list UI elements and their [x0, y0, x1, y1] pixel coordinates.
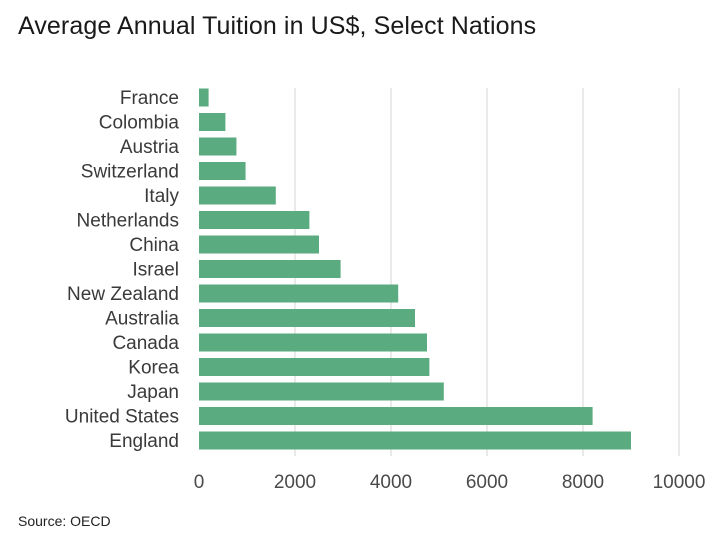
x-tick-label-0: 0	[194, 472, 205, 493]
bar-italy	[199, 186, 276, 205]
category-label-new-zealand: New Zealand	[67, 284, 179, 305]
bar-netherlands	[199, 211, 310, 229]
category-label-israel: Israel	[133, 260, 179, 281]
category-label-australia: Australia	[105, 309, 179, 330]
bar-united-states	[199, 407, 593, 425]
x-tick-label-6000: 6000	[466, 472, 508, 493]
category-label-korea: Korea	[128, 358, 179, 379]
x-axis-tick-labels: 0 2000 4000 6000 8000 10000	[194, 472, 706, 493]
x-tick-label-2000: 2000	[274, 472, 316, 493]
x-tick-label-10000: 10000	[653, 472, 706, 493]
x-tick-label-4000: 4000	[370, 472, 412, 493]
bar-france	[199, 88, 209, 107]
category-label-colombia: Colombia	[99, 113, 180, 134]
bars	[199, 88, 631, 450]
category-label-france: France	[120, 88, 179, 109]
category-label-canada: Canada	[112, 333, 179, 354]
category-label-japan: Japan	[127, 382, 179, 403]
bar-england	[199, 431, 631, 450]
category-label-china: China	[129, 235, 179, 256]
category-label-austria: Austria	[120, 137, 180, 158]
bar-new-zealand	[199, 284, 399, 303]
bar-austria	[199, 137, 237, 156]
category-label-united-states: United States	[65, 407, 179, 428]
source-note: Source: OECD	[18, 513, 111, 529]
bar-switzerland	[199, 162, 246, 180]
x-tick-label-8000: 8000	[562, 472, 604, 493]
bar-australia	[199, 309, 415, 327]
bar-japan	[199, 382, 444, 401]
bar-china	[199, 235, 319, 254]
category-labels: France Colombia Austria Switzerland Italy Net…	[65, 88, 180, 452]
category-label-switzerland: Switzerland	[81, 162, 179, 183]
category-label-italy: Italy	[144, 186, 179, 207]
category-label-netherlands: Netherlands	[77, 211, 179, 232]
bar-korea	[199, 358, 430, 376]
bar-canada	[199, 333, 427, 352]
chart-title: Average Annual Tuition in US$, Select Na…	[18, 12, 537, 40]
bar-israel	[199, 260, 341, 278]
category-label-england: England	[109, 431, 179, 452]
bar-colombia	[199, 113, 226, 131]
gridlines	[294, 88, 680, 456]
